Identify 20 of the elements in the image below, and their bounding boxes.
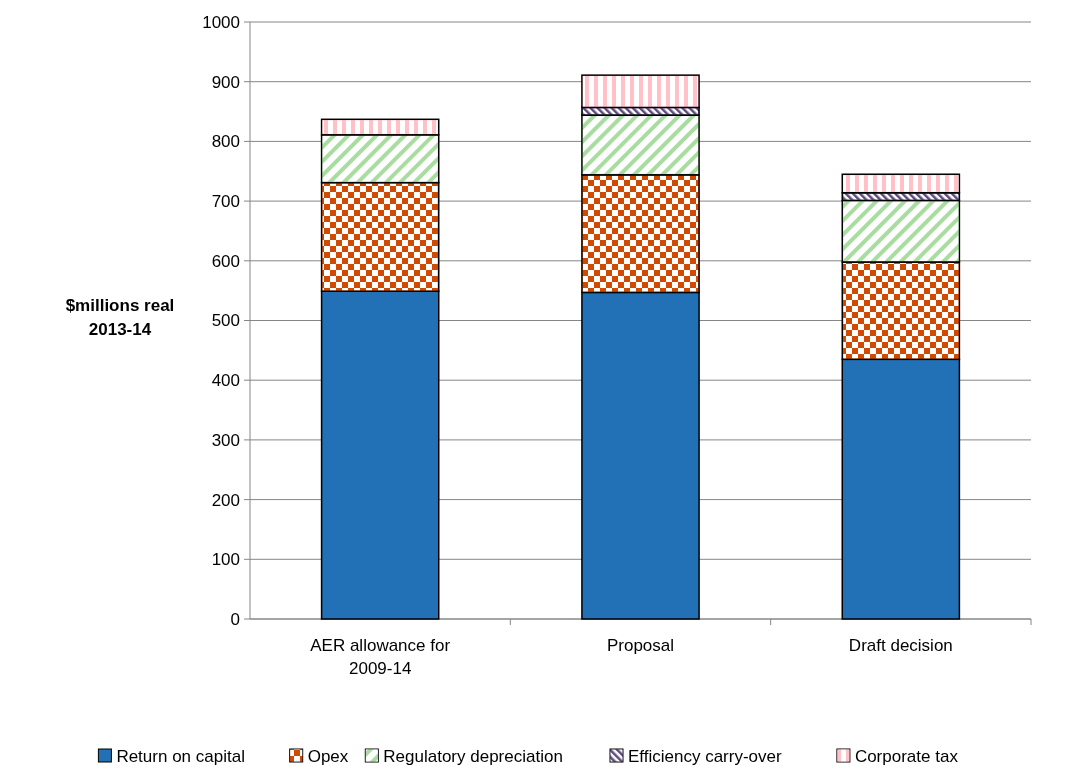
y-tick-label: 900 [211, 72, 240, 92]
x-tick-label: AER allowance for 2009-14 [310, 636, 451, 678]
legend-label: Regulatory depreciation [383, 747, 563, 766]
y-tick-label: 600 [211, 251, 240, 271]
y-tick-label: 500 [211, 311, 240, 331]
x-tick-label: Proposal [606, 636, 675, 655]
legend-label: Efficiency carry-over [628, 747, 783, 766]
y-tick-label: 0 [230, 609, 240, 629]
x-tick-label: Draft decision [848, 636, 953, 655]
y-axis-title: $millions real 2013-14 [65, 295, 175, 339]
y-tick-label: 100 [211, 550, 240, 570]
legend-label: Return on capital [116, 747, 245, 766]
legend-label: Corporate tax [854, 747, 959, 766]
y-tick-label: 1000 [202, 12, 240, 32]
y-tick-label: 400 [211, 371, 240, 391]
y-tick-label: 200 [211, 490, 240, 510]
y-tick-label: 700 [211, 192, 240, 212]
y-tick-label: 300 [211, 430, 240, 450]
y-tick-label: 800 [211, 132, 240, 152]
legend-label: Opex [307, 747, 349, 766]
